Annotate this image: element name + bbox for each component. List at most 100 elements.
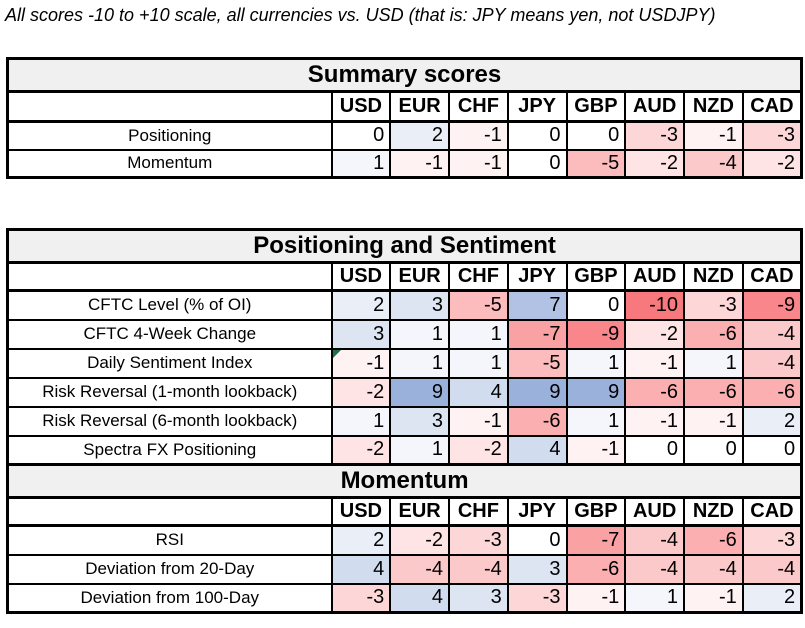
column-header-cad: CAD [741,90,803,123]
score-cell: 0 [506,524,568,556]
score-cell: 0 [506,120,568,151]
score-cell: -9 [741,289,803,321]
score-cell: -1 [565,434,627,466]
score-cell: -1 [683,120,744,151]
score-cell: 1 [389,318,450,350]
column-header-aud: AUD [624,261,685,292]
score-cell: -6 [683,376,744,408]
row-label: Deviation from 100-Day [6,582,333,614]
score-cell: -2 [624,318,685,350]
score-cell: -6 [565,553,627,585]
table-row: CFTC 4-Week Change 3 1 1 -7 -9 -2 -6 -4 [6,318,803,350]
row-label: CFTC Level (% of OI) [6,289,333,321]
score-cell: -1 [683,405,744,437]
table-row: Deviation from 20-Day 4 -4 -4 3 -6 -4 -4 -4 [6,553,803,585]
score-cell: -4 [683,553,744,585]
score-cell: 1 [683,347,744,379]
column-header-cad: CAD [741,496,803,527]
score-cell: 0 [565,120,627,151]
score-cell: -4 [741,318,803,350]
comment-indicator-icon [333,350,341,358]
score-cell: -4 [389,553,450,585]
column-header-jpy: JPY [506,261,568,292]
column-header-nzd: NZD [683,496,744,527]
score-cell: -6 [624,376,685,408]
score-cell: 1 [330,148,392,179]
score-cell: -2 [741,148,803,179]
score-cell: 2 [741,582,803,614]
score-cell: 2 [330,289,392,321]
column-header-eur: EUR [389,261,450,292]
row-label: Positioning [6,120,333,151]
score-cell: 0 [330,120,392,151]
column-header-chf: CHF [448,496,509,527]
row-label-header-empty [6,496,333,527]
score-cell: 3 [389,289,450,321]
column-header-nzd: NZD [683,261,744,292]
row-label: Momentum [6,148,333,179]
summary-scores-table: Summary scores USD EUR CHF JPY GBP AUD NZD CAD Po… [6,57,804,179]
column-header-usd: USD [330,261,392,292]
score-cell: -5 [448,289,509,321]
score-cell: 4 [330,553,392,585]
row-label: CFTC 4-Week Change [6,318,333,350]
column-header-aud: AUD [624,90,685,123]
column-header-usd: USD [330,496,392,527]
score-cell: -4 [624,553,685,585]
score-cell: -1 [624,347,685,379]
section-title: Momentum [6,463,803,499]
score-cell: -3 [741,524,803,556]
row-label: Risk Reversal (1-month lookback) [6,376,333,408]
score-cell: -3 [741,120,803,151]
score-cell: -3 [448,524,509,556]
score-cell: 1 [624,582,685,614]
score-cell: -2 [624,148,685,179]
row-label: Spectra FX Positioning [6,434,333,466]
score-cell: -7 [565,524,627,556]
score-cell: -4 [683,148,744,179]
row-label: RSI [6,524,333,556]
score-cell: 1 [565,405,627,437]
table-row: Momentum 1 -1 -1 0 -5 -2 -4 -2 [6,148,803,179]
row-label-header-empty [6,90,333,123]
score-cell: 0 [624,434,685,466]
score-cell: -4 [624,524,685,556]
score-cell: 3 [389,405,450,437]
row-label: Risk Reversal (6-month lookback) [6,405,333,437]
score-cell: -1 [448,148,509,179]
score-cell: 0 [565,289,627,321]
score-cell: 4 [448,376,509,408]
score-cell: -5 [506,347,568,379]
score-cell: -1 [389,148,450,179]
score-cell: -3 [624,120,685,151]
score-cell: 2 [389,120,450,151]
score-cell: -5 [565,148,627,179]
score-cell: 3 [330,318,392,350]
score-cell: -7 [506,318,568,350]
column-header-gbp: GBP [565,496,627,527]
column-header-nzd: NZD [683,90,744,123]
table-row: Spectra FX Positioning -2 1 -2 4 -1 0 0 0 [6,434,803,466]
score-cell: -1 [683,582,744,614]
score-cell: 4 [506,434,568,466]
score-cell: 9 [506,376,568,408]
score-cell: 0 [683,434,744,466]
score-cell: -2 [389,524,450,556]
score-cell: -3 [683,289,744,321]
column-header-chf: CHF [448,261,509,292]
section-title: Summary scores [6,57,803,93]
table-row: Risk Reversal (1-month lookback) -2 9 4 9 9 -6… [6,376,803,408]
score-cell: 0 [506,148,568,179]
score-cell: 1 [330,405,392,437]
section-title: Positioning and Sentiment [6,228,803,264]
column-header-eur: EUR [389,90,450,123]
score-cell: 1 [565,347,627,379]
score-cell: 3 [506,553,568,585]
score-cell: 1 [448,347,509,379]
score-cell: -3 [330,582,392,614]
positioning-momentum-table: Positioning and Sentiment USD EUR CHF JPY GBP… [6,228,804,614]
column-header-cad: CAD [741,261,803,292]
score-cell: -4 [448,553,509,585]
column-header-gbp: GBP [565,90,627,123]
